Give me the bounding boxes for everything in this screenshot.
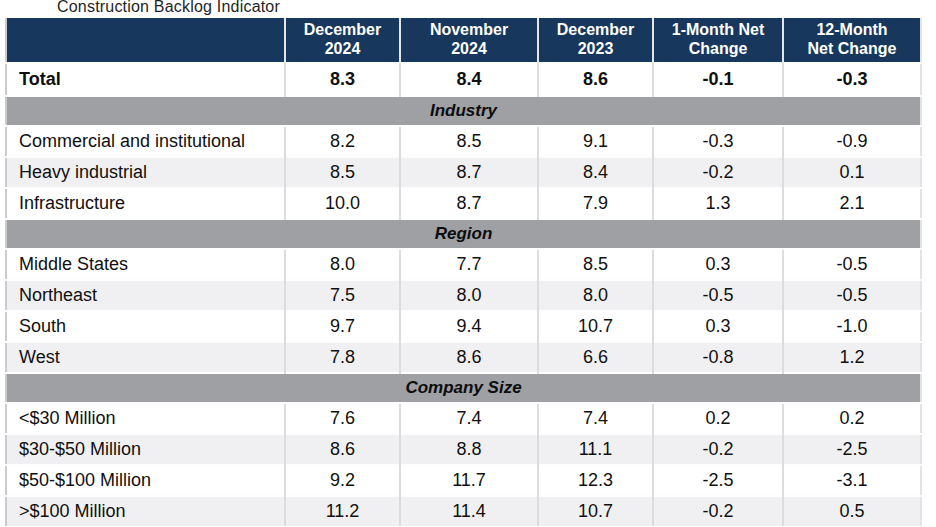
table-row: <$30 Million 7.6 7.4 7.4 0.2 0.2 [6,403,921,434]
cell-value: 7.8 [285,342,400,373]
backlog-indicator-table: December 2024 November 2024 December 202… [5,18,922,526]
cell-value: 9.4 [400,311,538,342]
cell-value: -0.3 [783,63,921,96]
cell-value: 8.6 [538,63,653,96]
cell-value: 10.7 [538,496,653,526]
cell-value: 8.4 [400,63,538,96]
row-label: >$100 Million [6,496,285,526]
cell-value: 8.0 [400,280,538,311]
cell-value: 7.9 [538,188,653,219]
table-row: $30-$50 Million 8.6 8.8 11.1 -0.2 -2.5 [6,434,921,465]
cell-value: 7.6 [285,403,400,434]
cell-value: -0.2 [653,434,783,465]
cell-value: 1.3 [653,188,783,219]
cell-value: 7.4 [400,403,538,434]
section-title: Company Size [6,373,921,403]
cell-value: -2.5 [783,434,921,465]
cell-value: -0.5 [783,280,921,311]
section-header-industry: Industry [6,96,921,126]
section-title: Industry [6,96,921,126]
cell-value: 8.0 [285,249,400,280]
table-row: $50-$100 Million 9.2 11.7 12.3 -2.5 -3.1 [6,465,921,496]
cell-value: 6.6 [538,342,653,373]
cell-value: 8.3 [285,63,400,96]
cell-value: 10.0 [285,188,400,219]
table-row: >$100 Million 11.2 11.4 10.7 -0.2 0.5 [6,496,921,526]
cell-value: 8.4 [538,157,653,188]
cell-value: 9.2 [285,465,400,496]
cell-value: 0.5 [783,496,921,526]
cell-value: 8.8 [400,434,538,465]
cell-value: 8.7 [400,188,538,219]
table-row: Northeast 7.5 8.0 8.0 -0.5 -0.5 [6,280,921,311]
header-cell-dec-2023: December 2023 [538,18,653,63]
table-row: Middle States 8.0 7.7 8.5 0.3 -0.5 [6,249,921,280]
cell-value: 8.0 [538,280,653,311]
section-header-company-size: Company Size [6,373,921,403]
cell-value: -0.9 [783,126,921,157]
row-label: Infrastructure [6,188,285,219]
cell-value: 11.1 [538,434,653,465]
row-label: South [6,311,285,342]
cell-value: -0.5 [653,280,783,311]
cell-value: -0.2 [653,496,783,526]
cell-value: 2.1 [783,188,921,219]
cell-value: -0.5 [783,249,921,280]
cell-value: 8.6 [400,342,538,373]
cell-value: 11.7 [400,465,538,496]
row-label: <$30 Million [6,403,285,434]
cell-value: -0.3 [653,126,783,157]
row-label: $30-$50 Million [6,434,285,465]
cell-value: -2.5 [653,465,783,496]
cell-value: -0.1 [653,63,783,96]
cell-value: 9.7 [285,311,400,342]
row-label: $50-$100 Million [6,465,285,496]
cell-value: 8.5 [538,249,653,280]
cell-value: 8.5 [285,157,400,188]
cell-value: 10.7 [538,311,653,342]
row-label: Commercial and institutional [6,126,285,157]
cell-value: 7.4 [538,403,653,434]
cell-value: -0.2 [653,157,783,188]
table-row: Commercial and institutional 8.2 8.5 9.1… [6,126,921,157]
cell-value: -3.1 [783,465,921,496]
cell-value: 0.3 [653,249,783,280]
table-row: Infrastructure 10.0 8.7 7.9 1.3 2.1 [6,188,921,219]
section-title: Region [6,219,921,249]
cell-value: 8.5 [400,126,538,157]
table-row: West 7.8 8.6 6.6 -0.8 1.2 [6,342,921,373]
cell-value: 7.7 [400,249,538,280]
cell-value: 0.2 [783,403,921,434]
row-label: Total [6,63,285,96]
cell-value: 8.7 [400,157,538,188]
page-title: Construction Backlog Indicator [57,0,936,16]
row-label: Northeast [6,280,285,311]
section-header-region: Region [6,219,921,249]
row-label: Middle States [6,249,285,280]
header-row: December 2024 November 2024 December 202… [6,18,921,63]
table-row-total: Total 8.3 8.4 8.6 -0.1 -0.3 [6,63,921,96]
cell-value: 0.3 [653,311,783,342]
table-row: Heavy industrial 8.5 8.7 8.4 -0.2 0.1 [6,157,921,188]
cell-value: 7.5 [285,280,400,311]
cell-value: 8.2 [285,126,400,157]
cell-value: 11.2 [285,496,400,526]
row-label: West [6,342,285,373]
header-cell-blank [6,18,285,63]
cell-value: 9.1 [538,126,653,157]
cell-value: 8.6 [285,434,400,465]
header-cell-dec-2024: December 2024 [285,18,400,63]
cell-value: 12.3 [538,465,653,496]
cell-value: 11.4 [400,496,538,526]
cell-value: -0.8 [653,342,783,373]
table-row: South 9.7 9.4 10.7 0.3 -1.0 [6,311,921,342]
row-label: Heavy industrial [6,157,285,188]
cell-value: -1.0 [783,311,921,342]
header-cell-1month-change: 1-Month Net Change [653,18,783,63]
header-cell-nov-2024: November 2024 [400,18,538,63]
cell-value: 0.1 [783,157,921,188]
cell-value: 1.2 [783,342,921,373]
header-cell-12month-change: 12-Month Net Change [783,18,921,63]
cell-value: 0.2 [653,403,783,434]
